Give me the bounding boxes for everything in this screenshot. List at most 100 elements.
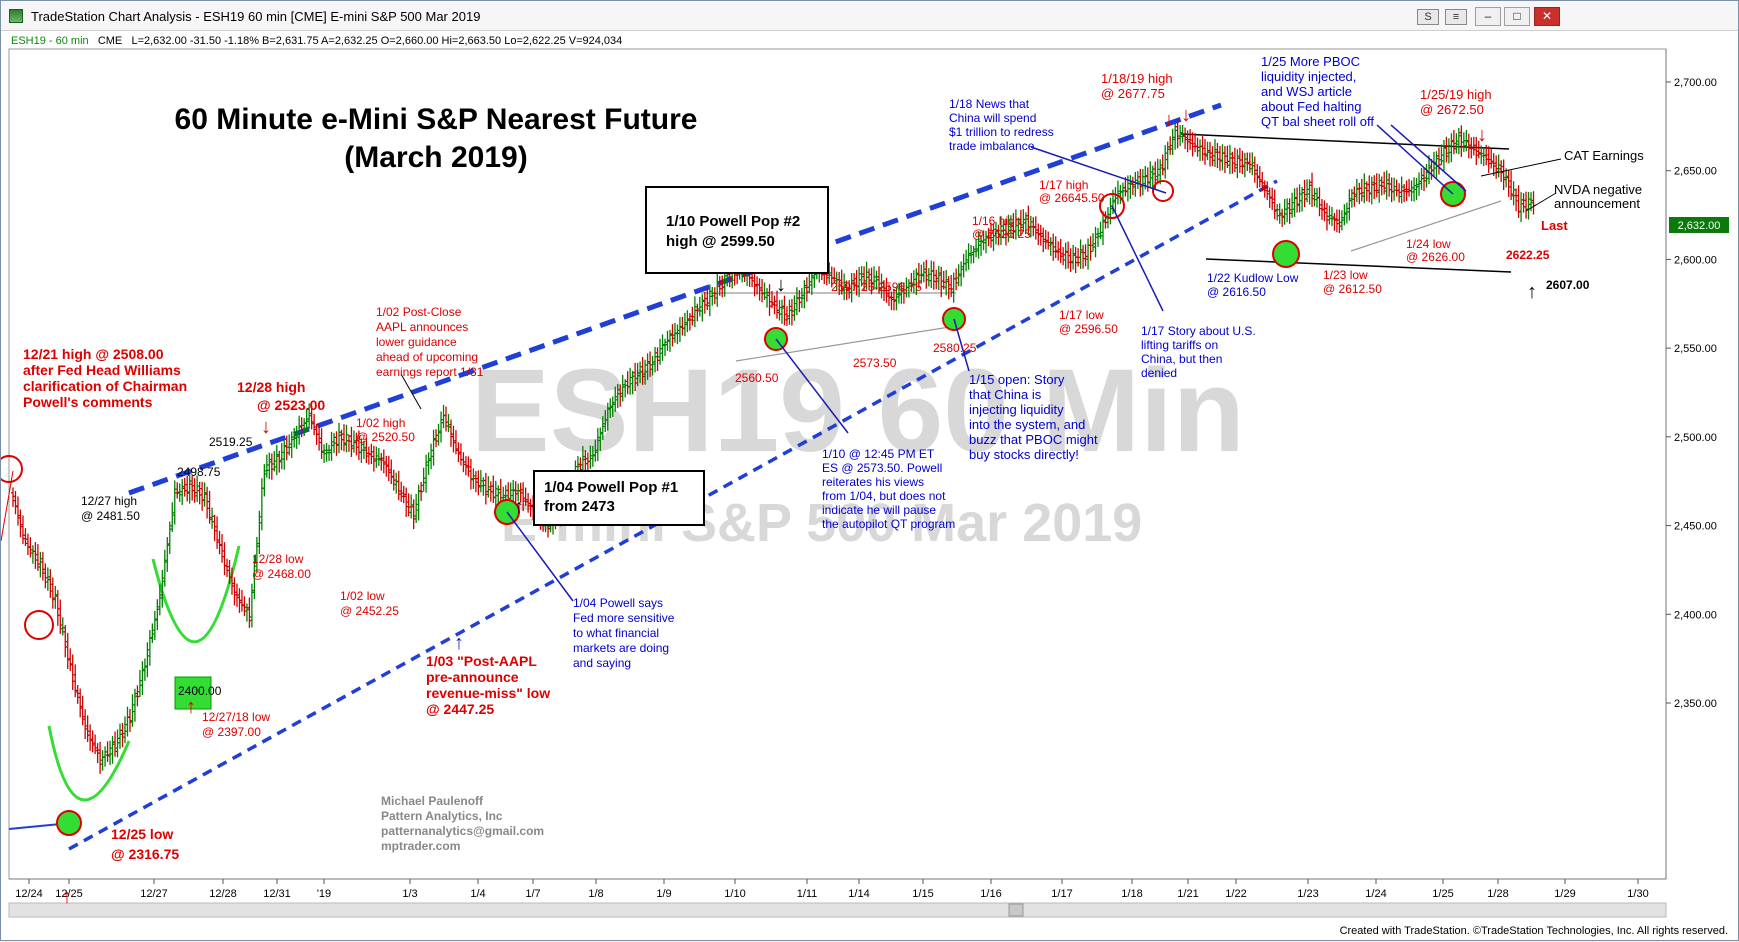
price-bar — [789, 299, 794, 326]
svg-text:into the system, and: into the system, and — [969, 417, 1085, 432]
title-bar[interactable]: TradeStation Chart Analysis - ESH19 60 m… — [1, 1, 1738, 31]
menu-button[interactable]: ≡ — [1445, 9, 1467, 25]
svg-text:@ 2397.00: @ 2397.00 — [202, 725, 261, 739]
price-bar — [1506, 169, 1511, 197]
price-bar — [583, 450, 588, 473]
svg-text:12/25 low: 12/25 low — [111, 826, 173, 842]
svg-text:Pattern Analytics, Inc: Pattern Analytics, Inc — [381, 809, 503, 823]
price-bar — [322, 444, 327, 463]
price-bar — [132, 688, 137, 722]
price-bar — [969, 244, 974, 264]
price-bar — [772, 295, 777, 315]
price-bar — [202, 482, 207, 507]
scrollbar-thumb[interactable] — [1008, 903, 1024, 917]
price-bar — [1188, 129, 1193, 150]
price-bar — [98, 741, 103, 774]
svg-text:ES @ 2573.50. Powell: ES @ 2573.50. Powell — [822, 461, 942, 475]
price-bar — [1091, 233, 1096, 252]
price-bar — [1163, 145, 1168, 179]
status-exchange: CME — [97, 35, 123, 47]
price-bar — [1155, 158, 1160, 183]
price-bar — [406, 493, 411, 517]
x-tick-label: 1/29 — [1554, 888, 1575, 900]
price-bar — [461, 452, 466, 473]
symbol-link-button[interactable]: S — [1417, 9, 1439, 25]
price-bar — [869, 267, 874, 295]
price-bar — [618, 384, 623, 407]
price-bar — [113, 731, 118, 757]
price-bar — [483, 472, 488, 505]
x-tick-label: 1/22 — [1225, 888, 1246, 900]
price-bar — [1297, 184, 1302, 213]
svg-text:12/27 high: 12/27 high — [81, 494, 137, 508]
price-bar — [1195, 137, 1200, 157]
price-bar — [304, 409, 309, 432]
price-bar — [1265, 181, 1270, 201]
x-tick-label: 1/18 — [1121, 888, 1142, 900]
price-bar — [827, 262, 832, 284]
price-bar — [284, 435, 289, 461]
bottom-arc-1227 — [151, 545, 241, 644]
price-bar — [513, 481, 518, 504]
price-bar — [456, 442, 461, 463]
price-bar — [901, 282, 906, 304]
svg-text:@ 2520.50: @ 2520.50 — [356, 430, 415, 444]
lower-channel-line — [68, 179, 1278, 851]
x-tick-label: 1/14 — [848, 888, 869, 900]
price-bar — [784, 306, 789, 326]
x-tick-label: 1/28 — [1487, 888, 1508, 900]
close-button[interactable]: ✕ — [1534, 7, 1560, 26]
horizontal-scrollbar[interactable] — [8, 902, 1667, 918]
x-tick-label: 1/7 — [525, 888, 540, 900]
price-bar — [1240, 150, 1245, 175]
price-bar — [1521, 193, 1526, 213]
price-bar — [1327, 205, 1332, 225]
window-title: TradeStation Chart Analysis - ESH19 60 m… — [31, 9, 481, 24]
price-bar — [426, 452, 431, 475]
price-bar — [446, 414, 451, 433]
svg-text:12/27/18 low: 12/27/18 low — [202, 710, 270, 724]
price-bar — [327, 444, 332, 461]
price-bar — [690, 306, 695, 326]
price-bar — [319, 428, 324, 459]
price-bar — [1260, 171, 1265, 192]
price-bar — [419, 481, 424, 502]
price-bar — [1073, 246, 1078, 274]
price-bar — [466, 456, 471, 477]
price-bar — [1252, 156, 1257, 183]
price-bar — [150, 623, 155, 644]
price-bar — [23, 528, 28, 547]
price-bar — [633, 362, 638, 392]
price-bar — [1003, 218, 1008, 246]
price-bar — [257, 510, 262, 555]
price-bar — [1008, 215, 1013, 238]
price-bar — [1011, 213, 1016, 239]
price-bar — [1048, 237, 1053, 256]
price-bar — [1262, 180, 1267, 198]
price-bar — [1302, 179, 1307, 208]
price-bar — [837, 272, 842, 296]
price-bar — [28, 537, 33, 558]
price-bar — [332, 432, 337, 453]
price-bar — [767, 284, 772, 316]
price-bar — [1225, 145, 1230, 168]
svg-text:China will spend: China will spend — [949, 111, 1036, 125]
price-bar — [926, 268, 931, 287]
price-bar — [434, 429, 439, 448]
price-bar — [1372, 175, 1377, 200]
maximize-button[interactable]: □ — [1504, 7, 1530, 26]
svg-text:Michael Paulenoff: Michael Paulenoff — [381, 794, 484, 808]
svg-text:after Fed Head Williams: after Fed Head Williams — [23, 362, 181, 378]
price-bar — [521, 482, 526, 512]
price-bar — [110, 736, 115, 764]
price-bar — [18, 509, 23, 538]
price-bar — [140, 661, 145, 696]
price-bar — [249, 583, 254, 628]
marker-122-kudlow — [1272, 240, 1300, 268]
svg-text:Last: Last — [1541, 218, 1568, 233]
minimize-button[interactable]: – — [1475, 7, 1501, 26]
price-bar — [984, 230, 989, 254]
price-bar — [232, 577, 237, 606]
price-bar — [1312, 188, 1317, 207]
